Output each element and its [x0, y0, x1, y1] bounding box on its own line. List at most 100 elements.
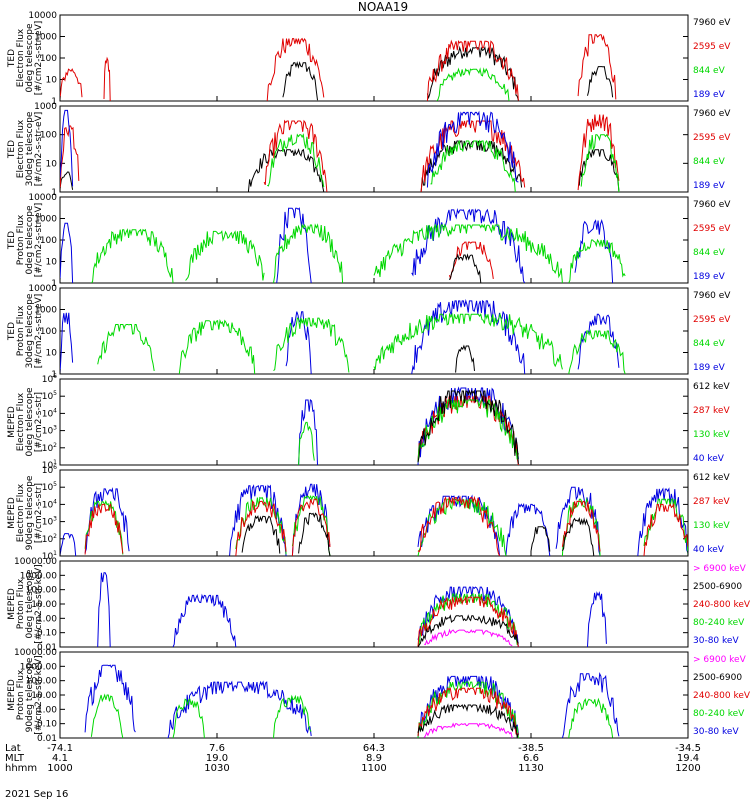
series-blue-segment	[506, 504, 550, 556]
series-blue-segment	[299, 400, 318, 465]
series-group	[98, 573, 607, 647]
y-axis-label: [#/cm2-s-str]	[34, 483, 44, 543]
legend-entry: 7960 eV	[693, 200, 731, 210]
y-tick-label: 10000	[28, 284, 57, 294]
x-row-label: hhmm	[5, 763, 37, 774]
series-red-segment	[60, 126, 79, 191]
legend-entry: 2595 eV	[693, 224, 731, 234]
plot-frame	[60, 652, 688, 738]
series-green-segment	[91, 230, 173, 283]
series-blue-segment	[98, 573, 111, 647]
legend-entry: 2595 eV	[693, 42, 731, 52]
x-tick-hhmm: 1130	[518, 763, 543, 774]
x-tick-hhmm: 1030	[204, 763, 229, 774]
legend-entry: 7960 eV	[693, 291, 731, 301]
legend-entry: 189 eV	[693, 90, 726, 100]
y-tick-label: 105	[42, 390, 57, 402]
series-group	[60, 35, 616, 101]
legend-entry: 240-800 keV	[693, 691, 750, 701]
legend-entry: 2595 eV	[693, 133, 731, 143]
legend-entry: 189 eV	[693, 272, 726, 282]
legend-entry: 287 keV	[693, 406, 730, 416]
y-axis-label: [#/cm2-s-str-eV]	[34, 203, 44, 278]
y-tick-label: 106	[42, 464, 57, 476]
series-group	[60, 301, 625, 374]
legend-entry: 2500-6900	[693, 582, 742, 592]
legend-entry: 189 eV	[693, 181, 726, 191]
series-blue-segment	[60, 534, 76, 556]
series-red-segment	[644, 504, 688, 556]
chart-title: NOAA19	[358, 0, 408, 14]
series-black-segment	[242, 516, 280, 553]
series-magenta-segment	[424, 724, 512, 738]
series-black-segment	[283, 63, 318, 100]
series-green-segment	[374, 314, 562, 369]
plot-frame	[60, 288, 688, 374]
panel-4: 110100100010000TED Proton Flux 30deg teles…	[7, 284, 731, 380]
y-tick-label: 1000	[34, 102, 57, 112]
y-tick-label: 103	[42, 516, 57, 528]
series-green-segment	[292, 496, 330, 556]
y-axis-label: [#/cm2-s-str-eV]	[34, 112, 44, 187]
series-red-segment	[578, 35, 616, 100]
series-blue-segment	[588, 593, 607, 647]
y-tick-label: 105	[42, 481, 57, 493]
series-green-segment	[569, 331, 626, 374]
series-green-segment	[374, 225, 562, 283]
y-tick-label: 104	[42, 407, 57, 419]
panel-2: 1 10 100 1000 TED Electron Flux 30deg telescop…	[7, 102, 731, 198]
series-red-segment	[236, 501, 286, 556]
legend-entry: 40 keV	[693, 545, 725, 555]
legend-entry: 189 eV	[693, 363, 726, 373]
series-green-segment	[274, 318, 349, 372]
x-tick-hhmm: 1200	[675, 763, 700, 774]
x-tick-hhmm: 1000	[47, 763, 72, 774]
series-magenta-segment	[424, 630, 512, 646]
series-green-segment	[569, 240, 626, 283]
series-black-segment	[449, 255, 480, 283]
y-axis-label: [#/cm2-s-str-keV]	[34, 655, 44, 734]
legend-entry: 130 keV	[693, 521, 730, 531]
legend-entry: 130 keV	[693, 430, 730, 440]
legend-entry: 30-80 keV	[693, 727, 739, 737]
legend-entry: 80-240 keV	[693, 709, 745, 719]
y-tick-label: 102	[42, 442, 57, 454]
figure: NOAA19 110100100010000TED Electron Flux 0d…	[0, 0, 750, 800]
series-blue-segment	[167, 682, 311, 738]
series-red-segment	[562, 501, 600, 551]
series-black-segment	[248, 150, 323, 192]
legend-entry: 2500-6900	[693, 673, 742, 683]
legend-entry: 2595 eV	[693, 315, 731, 325]
series-blue-segment	[60, 110, 73, 186]
y-tick-label: 10	[46, 76, 58, 86]
series-group	[85, 665, 619, 738]
legend-entry: > 6900 keV	[693, 655, 747, 665]
date-label: 2021 Sep 16	[5, 789, 68, 800]
series-red-segment	[449, 242, 493, 279]
series-green-segment	[98, 325, 155, 371]
y-tick-label: 106	[42, 373, 57, 385]
series-green-segment	[91, 695, 122, 738]
legend-entry: 612 keV	[693, 473, 730, 483]
series-red-segment	[60, 69, 82, 99]
series-blue-segment	[60, 223, 73, 283]
series-red-segment	[292, 499, 330, 556]
y-axis-label: [#/cm2-s-str-eV]	[34, 21, 44, 96]
plot-frame	[60, 379, 688, 465]
y-tick-label: 10	[46, 258, 58, 268]
series-black-segment	[588, 67, 613, 98]
panel-6: 101102103104105106MEPED Electron Flux 90de…	[7, 464, 730, 562]
y-tick-label: 10000	[28, 11, 57, 21]
legend-entry: > 6900 keV	[693, 564, 747, 574]
legend-entry: 40 keV	[693, 454, 725, 464]
series-green-segment	[437, 69, 509, 101]
series-group	[299, 388, 519, 465]
legend-entry: 30-80 keV	[693, 636, 739, 646]
y-tick-label: 10	[46, 159, 58, 169]
series-group	[60, 484, 688, 556]
time-axis: LatMLThhmm-74.14.110007.619.0103064.38.9…	[5, 743, 701, 774]
series-black-segment	[456, 346, 475, 373]
series-black-segment	[60, 172, 73, 190]
legend-entry: 7960 eV	[693, 18, 731, 28]
